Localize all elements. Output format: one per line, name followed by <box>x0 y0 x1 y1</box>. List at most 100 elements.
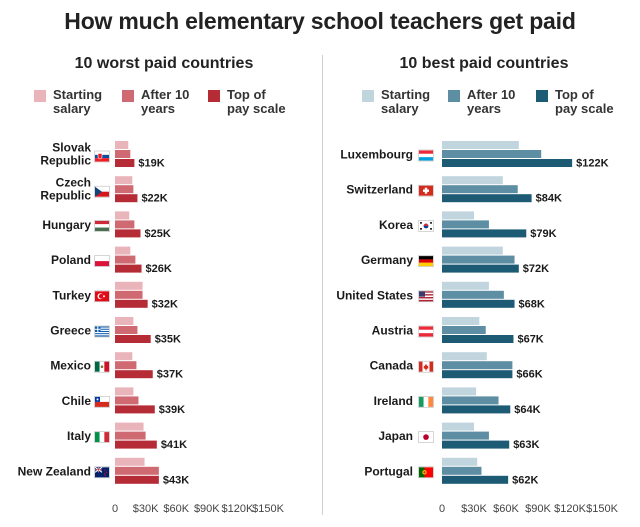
bar-top-of-pay-scale <box>442 370 513 379</box>
worst-row: $22K Czech Republic <box>40 176 167 205</box>
best-row: $79K Korea <box>379 211 557 240</box>
best-plot: $122KLuxembourg$84KSwitzerland$79KKorea$… <box>336 141 619 515</box>
flag-at-icon <box>418 325 434 338</box>
bar-after-10-years <box>442 431 489 440</box>
bar-top-of-pay-scale <box>115 159 135 167</box>
flag-tr-icon <box>94 290 110 303</box>
best-row: $62K Portugal <box>364 457 538 486</box>
flag-hu-icon <box>94 220 110 232</box>
bar-top-of-pay-scale <box>442 229 527 238</box>
data-label: $67K <box>517 334 543 346</box>
data-label: $62K <box>512 474 538 486</box>
x-tick-label: $120K <box>221 503 253 515</box>
bar-after-10-years <box>442 220 489 229</box>
bar-top-of-pay-scale <box>442 159 573 167</box>
bar-starting-salary <box>442 387 477 396</box>
bar-top-of-pay-scale <box>115 229 141 238</box>
bar-after-10-years <box>442 185 518 194</box>
data-label: $19K <box>138 158 164 170</box>
bar-after-10-years <box>115 255 136 264</box>
country-label: Japan <box>378 429 413 443</box>
bar-top-of-pay-scale <box>115 370 153 379</box>
x-tick-label: $90K <box>194 503 220 515</box>
flag-lu-icon <box>418 149 434 162</box>
data-label: $22K <box>141 193 167 205</box>
bar-after-10-years <box>442 326 486 334</box>
bar-starting-salary <box>442 457 478 466</box>
flag-sk-icon <box>94 150 110 163</box>
flag-ie-icon <box>418 396 434 408</box>
worst-row: $43K New Zealand <box>18 457 189 486</box>
worst-row: $35K Greece <box>50 317 181 346</box>
bar-starting-salary <box>442 317 480 325</box>
bar-starting-salary <box>442 211 474 220</box>
legend-label: After 10 years <box>141 87 190 116</box>
country-label: Mexico <box>50 359 91 373</box>
best-row: $72K Germany <box>361 246 549 275</box>
best-panel-title: 10 best paid countries <box>399 55 569 72</box>
bar-starting-salary <box>442 246 503 255</box>
flag-nz-icon <box>94 466 110 479</box>
legend-label: Starting salary <box>381 87 431 116</box>
legend-item-starting-worst: Starting salary <box>34 88 102 116</box>
bar-top-of-pay-scale <box>442 335 514 343</box>
country-label: Korea <box>379 218 413 232</box>
data-label: $122K <box>576 158 608 170</box>
country-label: Greece <box>50 324 91 338</box>
bar-starting-salary <box>442 141 519 149</box>
x-tick-label: $150K <box>586 503 618 515</box>
country-label: Germany <box>361 253 413 267</box>
legend-label: Starting salary <box>53 87 103 116</box>
bar-top-of-pay-scale <box>115 264 142 273</box>
bar-top-of-pay-scale <box>115 299 148 308</box>
flag-ch-icon <box>418 184 434 197</box>
bar-after-10-years <box>115 290 143 299</box>
legend-swatch <box>536 90 548 102</box>
flag-pl-icon <box>94 255 110 267</box>
country-label: Italy <box>67 429 91 443</box>
worst-row: $32K Turkey <box>53 281 178 310</box>
data-label: $39K <box>159 404 185 416</box>
bar-after-10-years <box>115 361 137 370</box>
legend-item-top-worst: Top of pay scale <box>208 88 286 116</box>
data-label: $41K <box>161 439 187 451</box>
worst-row: $37K Mexico <box>50 352 183 381</box>
flag-cl-icon <box>94 396 110 408</box>
bar-top-of-pay-scale <box>115 440 157 449</box>
best-row: $66K Canada <box>370 352 543 381</box>
data-label: $26K <box>146 263 172 275</box>
worst-row: $39K Chile <box>62 387 185 416</box>
bar-top-of-pay-scale <box>442 475 509 484</box>
x-tick-label: $30K <box>461 503 487 515</box>
country-label: Luxembourg <box>340 148 413 162</box>
bar-after-10-years <box>115 326 138 334</box>
country-label: Canada <box>370 359 414 373</box>
legend-item-starting-best: Starting salary <box>362 88 430 116</box>
legend-item-top-best: Top of pay scale <box>536 88 614 116</box>
legend-label: Top of pay scale <box>227 87 286 116</box>
bar-after-10-years <box>115 466 159 475</box>
bar-starting-salary <box>442 422 474 431</box>
data-label: $72K <box>523 263 549 275</box>
page-title: How much elementary school teachers get … <box>64 8 576 34</box>
bar-after-10-years <box>115 185 134 194</box>
bar-starting-salary <box>115 281 143 290</box>
country-label: Austria <box>372 324 414 338</box>
bar-starting-salary <box>115 176 133 185</box>
bar-top-of-pay-scale <box>442 194 532 203</box>
bar-top-of-pay-scale <box>442 405 511 414</box>
legend-swatch <box>362 90 374 102</box>
bar-top-of-pay-scale <box>115 335 151 343</box>
data-label: $63K <box>513 439 539 451</box>
x-tick-label: $60K <box>163 503 189 515</box>
bar-starting-salary <box>115 211 130 220</box>
flag-jp-icon <box>418 431 434 443</box>
legend-swatch <box>448 90 460 102</box>
legend-label: After 10 years <box>467 87 516 116</box>
bar-after-10-years <box>442 150 542 158</box>
data-label: $35K <box>155 334 181 346</box>
bar-top-of-pay-scale <box>442 299 515 308</box>
bar-starting-salary <box>115 352 133 361</box>
data-label: $37K <box>157 369 183 381</box>
